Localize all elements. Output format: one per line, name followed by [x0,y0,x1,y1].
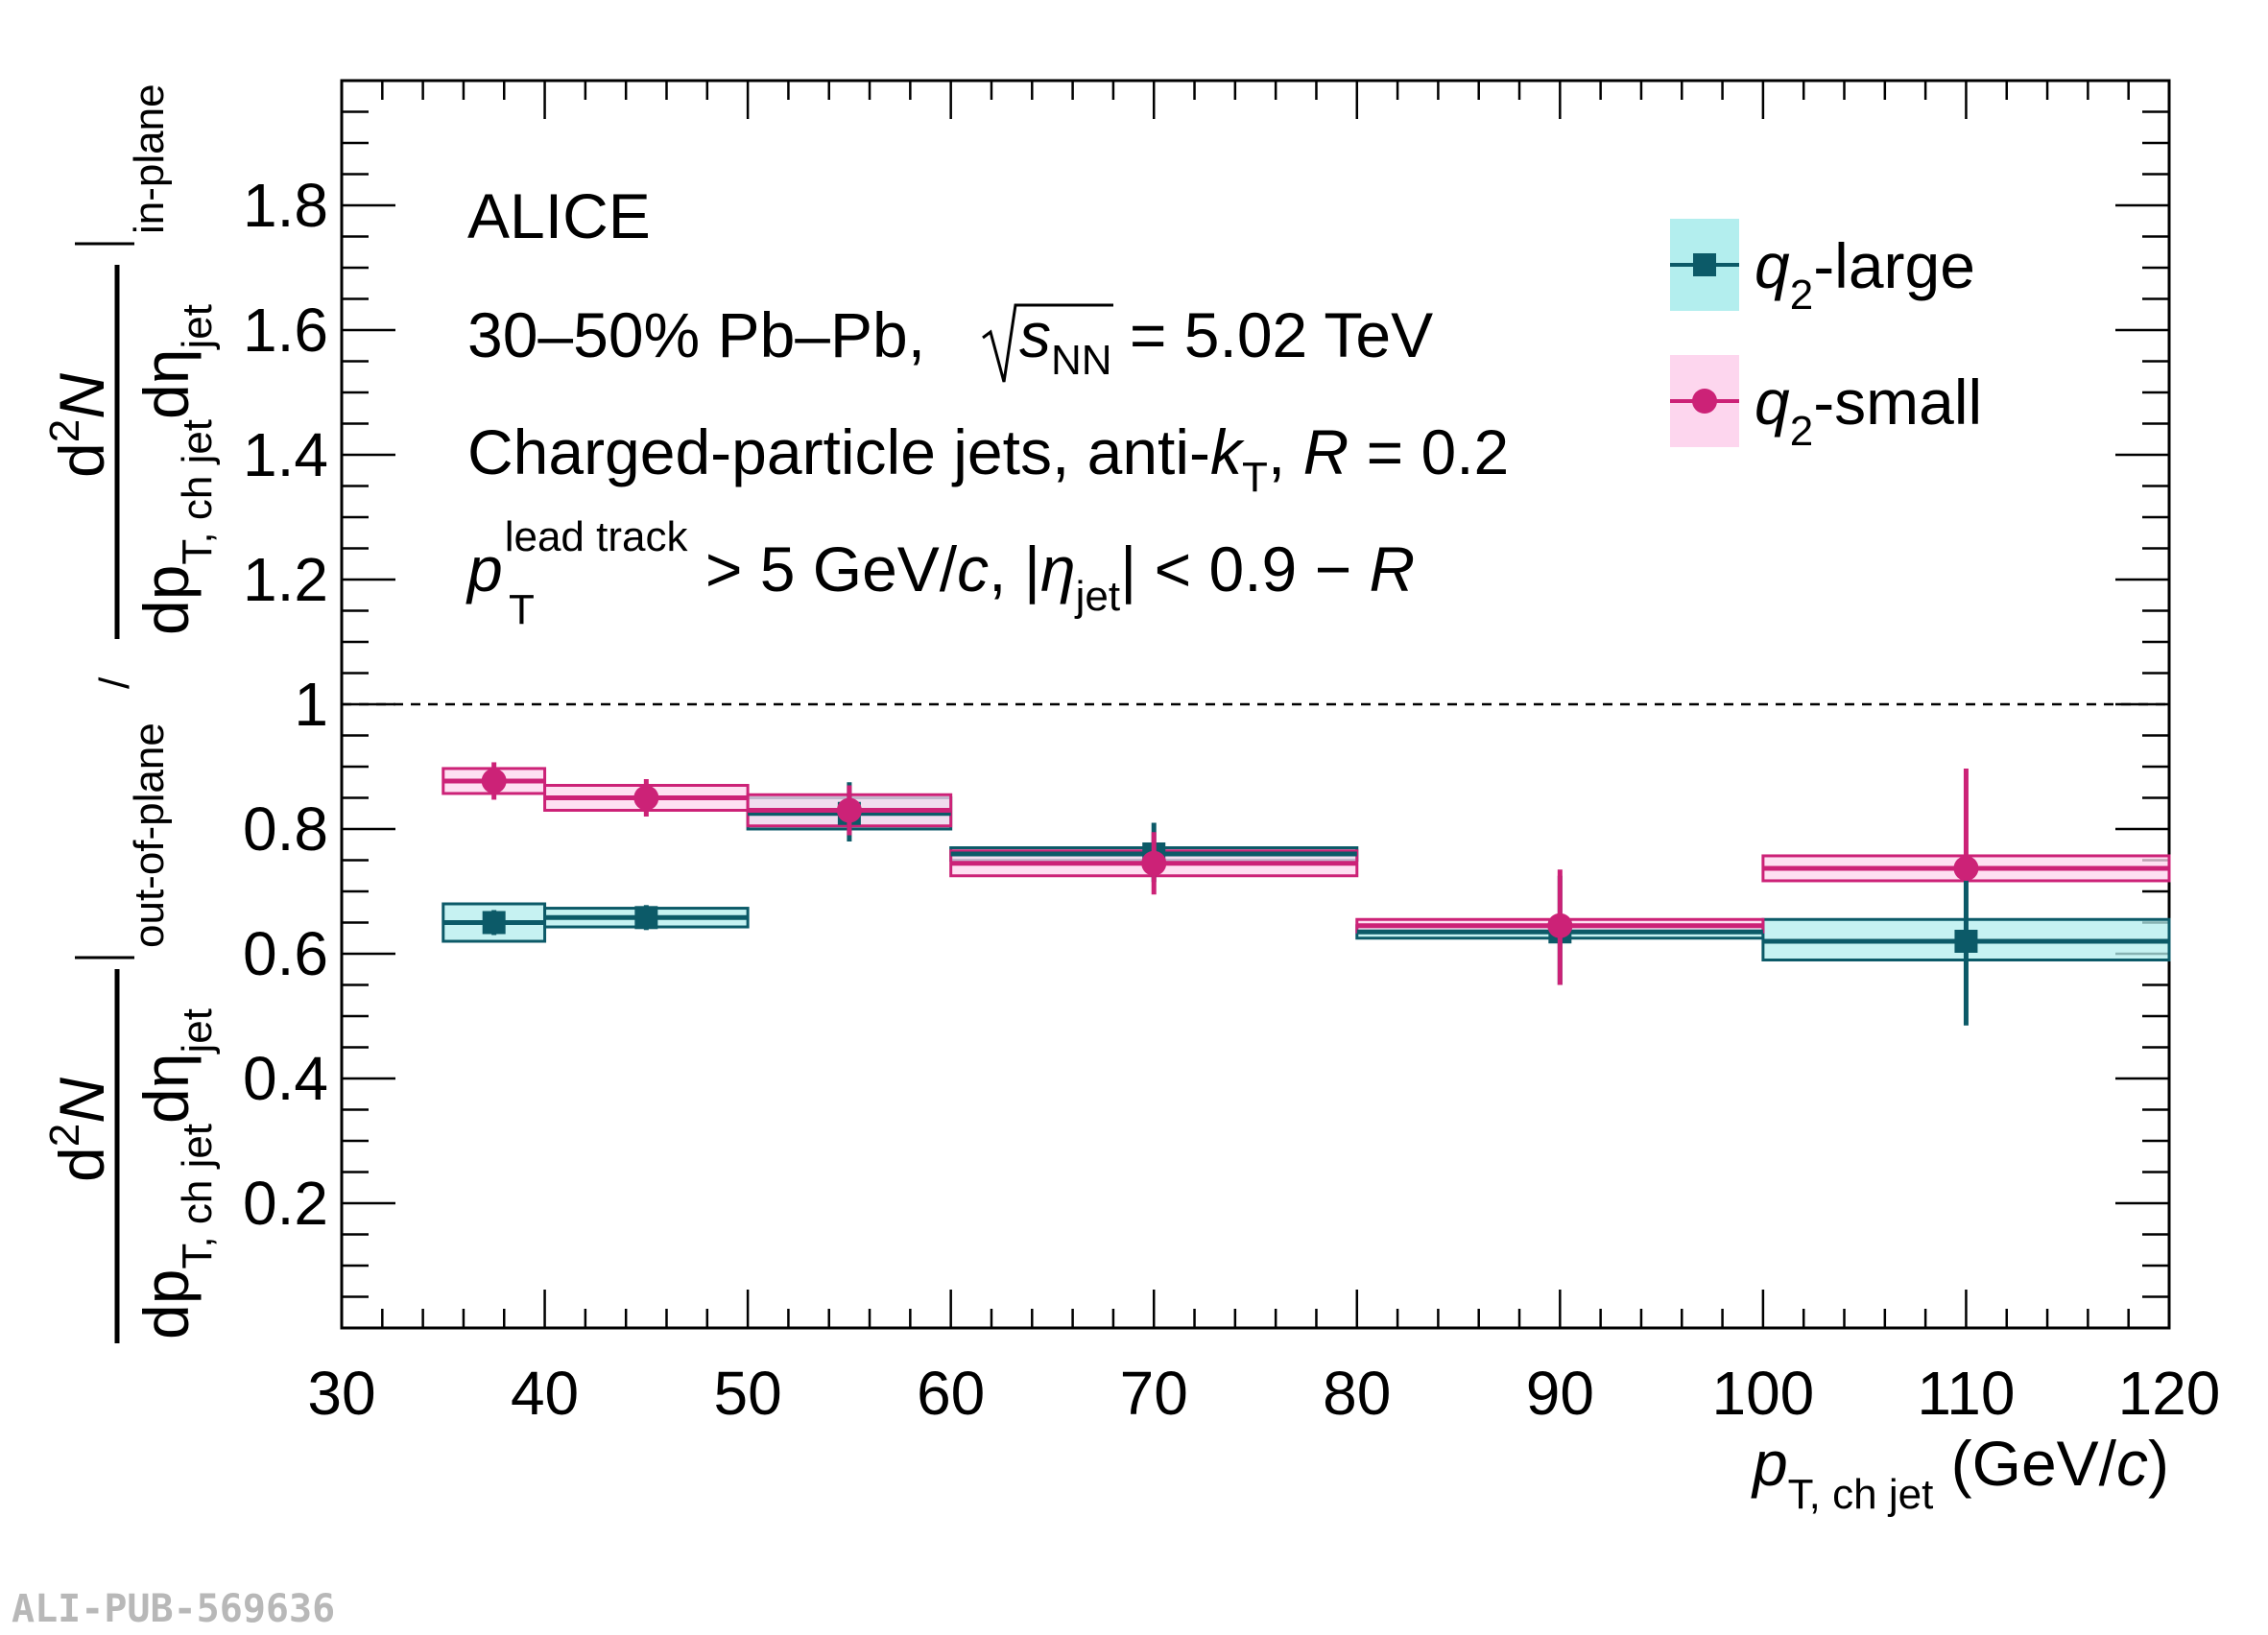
legend: q2-large q2-small [1670,219,1982,455]
legend-marker-q2-large [1693,253,1716,276]
x-tick-label: 30 [307,1359,375,1428]
x-tick-label: 120 [2118,1359,2221,1428]
x-tick-label: 90 [1526,1359,1594,1428]
data-point [1954,930,1978,953]
y-label-in-plane: d2N dpT, ch jetdηjet in-plane [41,83,221,639]
y-label-top-denominator: dpT, ch jetdηjet [131,304,221,635]
legend-entry-q2-large: q2-large [1670,219,1975,319]
data-point [634,906,658,930]
data-point [633,785,659,811]
y-tick-label: 1 [294,670,328,739]
y-label-bottom-condition: out-of-plane [126,723,173,948]
legend-marker-q2-small [1692,389,1717,414]
legend-entry-q2-small: q2-small [1670,355,1982,455]
sqrt-s-label: sNN = 5.02 TeV [1019,299,1433,384]
series-q2-large [442,782,2169,1026]
y-label-bottom-denominator: dpT, ch jetdηjet [131,1008,221,1339]
y-axis-label: d2N dpT, ch jetdηjet out-of-plane / d2N … [41,83,221,1343]
x-tick-label: 50 [714,1359,782,1428]
y-tick-label: 0.8 [243,794,328,864]
experiment-label: ALICE [467,180,651,251]
x-tick-label: 70 [1120,1359,1188,1428]
y-label-bottom-numerator: d2N [41,1078,117,1182]
series-layer [442,762,2171,1026]
y-label-slash: / [91,676,138,689]
data-point [482,911,506,935]
x-axis-label: pT, ch jet (GeV/c) [1751,1428,2169,1518]
legend-label-q2-large: q2-large [1755,230,1975,319]
data-point [1953,855,1979,881]
data-point [1547,912,1573,938]
legend-label-q2-small: q2-small [1755,367,1982,455]
x-tick-label: 110 [1917,1359,2015,1428]
x-tick-label: 100 [1711,1359,1814,1428]
x-tick-label: 60 [917,1359,985,1428]
data-point [481,768,507,794]
y-tick-label: 1.8 [243,171,328,240]
cuts-pT-subscript: T [509,586,535,633]
tick-labels: 30 40 50 60 70 80 90 100 110 120 0.2 0.4 0.6 0.8 1 1.2 1… [243,171,2220,1428]
y-tick-label: 0.4 [243,1044,328,1113]
y-tick-label: 0.6 [243,919,328,988]
y-label-top-numerator: d2N [41,373,117,478]
y-label-top-condition: in-plane [126,83,173,234]
cuts-label: plead track > 5 GeV/c, |ηjet| < 0.9 − R [466,513,1415,620]
annotation-block: ALICE 30–50% Pb–Pb, sNN = 5.02 TeV Charg… [466,180,1509,633]
y-tick-label: 1.2 [243,545,328,614]
data-point [836,797,862,823]
watermark: ALI-PUB-569636 [12,1587,335,1631]
data-point [1141,850,1167,876]
y-tick-label: 0.2 [243,1169,328,1238]
collision-system-label: 30–50% Pb–Pb, [467,299,925,370]
sqrt-symbol [982,303,1113,383]
y-tick-label: 1.6 [243,296,328,365]
series-q2-small [442,762,2169,985]
y-label-out-of-plane: d2N dpT, ch jetdηjet out-of-plane [41,723,221,1343]
x-tick-label: 80 [1323,1359,1391,1428]
y-tick-label: 1.4 [243,420,328,489]
x-tick-label: 40 [511,1359,579,1428]
jet-definition-label: Charged-particle jets, anti-kT, R = 0.2 [467,416,1509,501]
